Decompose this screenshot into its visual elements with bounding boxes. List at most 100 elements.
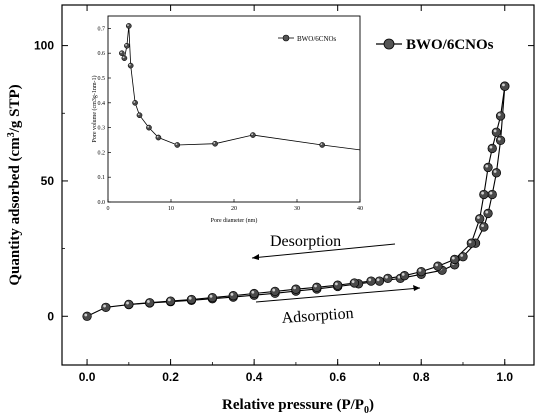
main-data-point-highlight xyxy=(126,301,129,305)
inset-data-point xyxy=(124,42,130,49)
inset-y-tick-label: 0.1 xyxy=(98,175,106,181)
main-data-point xyxy=(270,286,280,297)
main-data-point xyxy=(495,135,506,145)
inset-data-point-highlight xyxy=(320,143,323,146)
inset-data-point-highlight xyxy=(213,142,216,144)
main-data-point xyxy=(483,162,493,173)
main-data-point xyxy=(399,271,410,281)
desorption-arrow xyxy=(251,243,396,259)
inset-y-tick-label: 0.0 xyxy=(98,200,106,206)
desorption-arrowhead xyxy=(252,254,259,260)
inset-data-point-highlight xyxy=(122,56,125,59)
main-series xyxy=(82,81,510,321)
main-data-point xyxy=(101,302,111,312)
main-x-tick-label: 0.2 xyxy=(162,370,179,384)
inset-data-point-highlight xyxy=(175,143,178,146)
main-y-axis-label: Quantity adsorbed (cm3/g STP) xyxy=(6,84,23,285)
main-x-tick-label: 1.0 xyxy=(496,370,513,384)
main-x-tick-label: 0.4 xyxy=(246,370,263,384)
main-data-point-highlight xyxy=(451,256,455,260)
main-data-point-highlight xyxy=(435,263,439,267)
main-data-point xyxy=(145,298,155,308)
main-data-point-highlight xyxy=(209,294,213,298)
inset-data-point xyxy=(174,142,181,148)
main-data-point xyxy=(383,273,393,284)
adsorption-arrowhead xyxy=(413,285,420,291)
main-data-point-highlight xyxy=(493,129,497,133)
inset-y-tick-label: 0.5 xyxy=(98,76,106,82)
main-data-point-highlight xyxy=(397,275,401,279)
main-y-tick-label: 100 xyxy=(34,39,54,53)
main-data-point xyxy=(458,252,468,262)
main-data-point-highlight xyxy=(485,164,489,168)
inset-legend-marker xyxy=(282,34,290,42)
inset-legend-label: BWO/6CNOs xyxy=(297,35,337,43)
inset-data-point-highlight xyxy=(125,44,127,46)
main-data-point-highlight xyxy=(489,145,493,149)
main-legend: BWO/6CNOs xyxy=(376,37,494,53)
main-data-point xyxy=(165,296,176,306)
main-x-tick-label: 0.8 xyxy=(413,370,430,384)
main-data-point xyxy=(186,294,197,305)
main-data-point xyxy=(374,276,385,286)
main-data-point xyxy=(491,168,502,178)
inset-data-point-highlight xyxy=(251,133,254,136)
inset-y-axis-label: Pore volume (cm3g-1nm-1) xyxy=(91,76,98,143)
main-data-point xyxy=(487,189,497,200)
inset-data-point xyxy=(212,140,218,147)
inset-x-tick-label: 30 xyxy=(294,206,300,212)
main-data-point xyxy=(491,127,502,137)
adsorption-annotation: Adsorption xyxy=(255,285,421,327)
main-data-point-highlight xyxy=(314,284,317,288)
main-data-point xyxy=(487,143,497,154)
inset-data-point xyxy=(319,142,326,148)
main-data-point-highlight xyxy=(84,313,88,317)
inset-y-tick-label: 0.3 xyxy=(98,126,106,132)
inset-data-point xyxy=(132,99,138,106)
inset-chart: 0 10 20 30 40 0.0 0.1 0.2 0.3 0.4 0.5 0.6 0.7 Pore d… xyxy=(91,14,363,224)
inset-data-point xyxy=(121,55,128,62)
main-data-point xyxy=(483,208,493,219)
desorption-label: Desorption xyxy=(270,233,341,250)
main-x-tick-label: 0.6 xyxy=(329,370,346,384)
inset-series xyxy=(119,23,361,151)
inset-data-point-highlight xyxy=(147,125,150,128)
inset-y-tick-label: 0.2 xyxy=(98,150,106,156)
main-data-point-highlight xyxy=(147,300,150,303)
main-data-point xyxy=(449,254,460,265)
main-data-point-highlight xyxy=(293,286,297,290)
inset-y-tick-label: 0.4 xyxy=(98,101,106,107)
main-data-point xyxy=(333,280,343,290)
main-data-point-highlight xyxy=(167,298,171,302)
main-data-point-highlight xyxy=(334,282,338,286)
inset-data-point-highlight xyxy=(127,24,129,27)
main-data-point-highlight xyxy=(188,296,192,300)
main-data-point-highlight xyxy=(103,304,106,308)
inset-x-tick-label: 10 xyxy=(168,206,174,212)
inset-axes: 0 10 20 30 40 0.0 0.1 0.2 0.3 0.4 0.5 0.6 0.7 xyxy=(98,26,364,212)
main-data-point xyxy=(479,222,489,232)
inset-x-axis-label: Pore diameter (nm) xyxy=(211,217,258,224)
main-data-point-highlight xyxy=(351,280,355,284)
inset-series-line xyxy=(121,25,361,151)
inset-data-point-highlight xyxy=(120,51,122,54)
desorption-annotation: Desorption xyxy=(251,233,396,260)
adsorption-arrow xyxy=(255,287,421,303)
main-data-point xyxy=(207,292,218,303)
main-data-point-highlight xyxy=(502,83,505,87)
inset-background xyxy=(91,14,361,207)
main-data-point-highlight xyxy=(485,210,489,214)
inset-data-point xyxy=(119,50,125,57)
main-x-axis-label: Relative pressure (P/P0) xyxy=(222,397,374,415)
inset-y-tick-label: 0.6 xyxy=(98,51,106,57)
main-data-point-highlight xyxy=(476,216,480,219)
inset-x-tick-label: 40 xyxy=(357,206,363,212)
main-data-point-highlight xyxy=(481,224,484,228)
main-data-point xyxy=(416,266,426,277)
main-data-point xyxy=(228,291,238,301)
main-data-point xyxy=(366,276,376,286)
main-data-point-highlight xyxy=(497,113,501,117)
main-data-point-highlight xyxy=(368,278,372,282)
inset-legend: BWO/6CNOs xyxy=(278,34,337,43)
